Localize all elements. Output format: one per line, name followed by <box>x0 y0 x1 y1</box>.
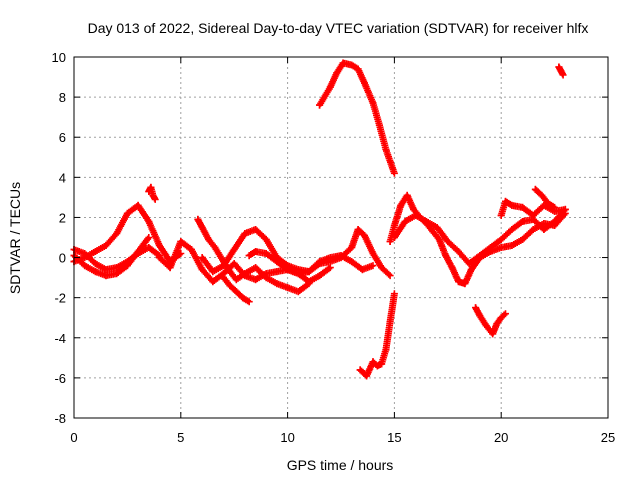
series-arc-q <box>555 63 567 79</box>
series-markers <box>155 238 334 286</box>
y-tick-label: 0 <box>59 251 66 266</box>
series-markers <box>356 290 398 380</box>
y-tick-label: -2 <box>54 291 66 306</box>
chart-title: Day 013 of 2022, Sidereal Day-to-day VTE… <box>88 20 589 36</box>
series-markers <box>555 63 567 79</box>
axis-ticks: 0 5 10 15 20 25 -8 -6 -4 -2 0 2 4 6 8 10 <box>52 50 616 445</box>
y-tick-label: -4 <box>54 331 66 346</box>
y-tick-label: -6 <box>54 371 66 386</box>
series-arc-f <box>194 215 313 296</box>
data-points <box>70 59 569 380</box>
x-tick-label: 25 <box>601 430 615 445</box>
series-arc-k <box>356 290 398 380</box>
series-markers <box>145 183 159 203</box>
series-arc-h <box>220 274 253 306</box>
x-tick-label: 0 <box>70 430 77 445</box>
y-tick-label: 6 <box>59 130 66 145</box>
series-arc-e <box>155 238 334 286</box>
series-arc-l <box>386 191 569 288</box>
series-markers <box>497 197 569 219</box>
y-tick-label: 2 <box>59 210 66 225</box>
series-arc-p <box>531 185 559 211</box>
x-tick-label: 10 <box>280 430 294 445</box>
plot-frame <box>73 56 609 419</box>
x-tick-label: 5 <box>177 430 184 445</box>
x-tick-label: 15 <box>387 430 401 445</box>
series-arc-n <box>472 304 509 338</box>
x-axis-label: GPS time / hours <box>287 457 394 473</box>
series-markers <box>472 304 509 338</box>
series-markers <box>531 185 559 211</box>
series-markers <box>390 205 569 268</box>
x-tick-label: 20 <box>494 430 508 445</box>
series-markers <box>220 274 253 306</box>
y-tick-label: -8 <box>54 411 66 426</box>
y-axis-label: SDTVAR / TECUs <box>7 182 23 294</box>
series-arc-m <box>390 205 569 268</box>
series-markers <box>245 248 377 278</box>
series-arc-d <box>145 183 159 203</box>
series-arc-j <box>316 59 398 177</box>
y-tick-label: 4 <box>59 170 66 185</box>
y-tick-label: 10 <box>52 50 66 65</box>
y-tick-label: 8 <box>59 90 66 105</box>
series-arc-i <box>245 248 377 278</box>
series-markers <box>316 59 398 177</box>
